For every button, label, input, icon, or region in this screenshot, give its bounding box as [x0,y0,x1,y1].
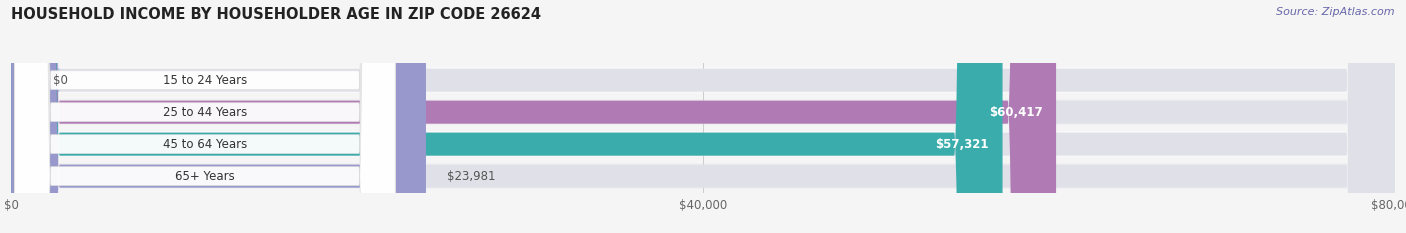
FancyBboxPatch shape [11,0,1395,233]
FancyBboxPatch shape [11,0,1395,233]
FancyBboxPatch shape [11,0,1395,233]
Text: 15 to 24 Years: 15 to 24 Years [163,74,247,87]
FancyBboxPatch shape [11,99,1395,125]
FancyBboxPatch shape [14,0,395,233]
FancyBboxPatch shape [0,0,59,233]
Text: 25 to 44 Years: 25 to 44 Years [163,106,247,119]
FancyBboxPatch shape [11,163,1395,189]
Text: $57,321: $57,321 [935,138,988,151]
FancyBboxPatch shape [11,0,426,233]
Text: $60,417: $60,417 [988,106,1042,119]
FancyBboxPatch shape [11,0,1395,233]
FancyBboxPatch shape [11,131,1395,157]
Text: HOUSEHOLD INCOME BY HOUSEHOLDER AGE IN ZIP CODE 26624: HOUSEHOLD INCOME BY HOUSEHOLDER AGE IN Z… [11,7,541,22]
FancyBboxPatch shape [11,67,1395,93]
FancyBboxPatch shape [14,0,395,233]
FancyBboxPatch shape [11,0,1056,233]
Text: 65+ Years: 65+ Years [176,170,235,183]
FancyBboxPatch shape [11,0,1002,233]
FancyBboxPatch shape [14,0,395,233]
Text: Source: ZipAtlas.com: Source: ZipAtlas.com [1277,7,1395,17]
FancyBboxPatch shape [14,0,395,233]
Text: $23,981: $23,981 [447,170,495,183]
Text: 45 to 64 Years: 45 to 64 Years [163,138,247,151]
Text: $0: $0 [53,74,67,87]
